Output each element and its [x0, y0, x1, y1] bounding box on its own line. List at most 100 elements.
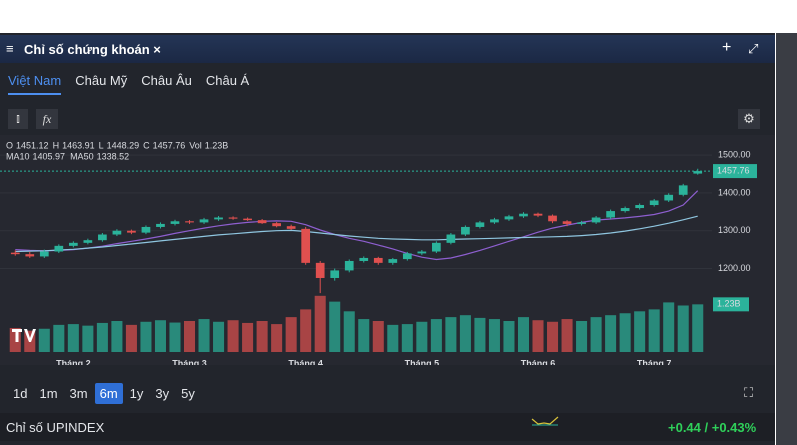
- candle-body: [664, 194, 674, 201]
- timeframe-button[interactable]: 3m: [69, 386, 88, 401]
- candle-body: [344, 260, 354, 271]
- timeframe-button[interactable]: 6m: [94, 383, 123, 404]
- last-volume-label: 1.23B: [717, 299, 741, 309]
- volume-bar: [692, 304, 704, 352]
- panel-title[interactable]: Chỉ số chứng khoán ×: [24, 42, 161, 57]
- index-change: +0.44 / +0.43%: [668, 420, 757, 435]
- info-value: 1451.12: [16, 140, 49, 150]
- region-tab[interactable]: Châu Á: [205, 73, 250, 88]
- candle-body: [98, 234, 107, 241]
- volume-bar: [445, 317, 457, 352]
- candle-body: [577, 222, 586, 224]
- candle-body: [185, 221, 194, 223]
- tradingview-logo-mark: [12, 329, 36, 342]
- volume-bar: [561, 319, 573, 352]
- volume-bar: [663, 302, 675, 352]
- ma-label: MA50: [70, 151, 94, 161]
- volume-bar: [503, 321, 515, 352]
- x-tick-label: Tháng 5: [405, 358, 440, 365]
- volume-bar: [111, 321, 123, 352]
- region-tab[interactable]: Châu Mỹ: [75, 73, 128, 88]
- volume-bar: [605, 315, 617, 352]
- candle-body: [519, 213, 528, 217]
- index-row[interactable]: Chỉ số UPINDEX +0.44 / +0.43%: [0, 413, 775, 441]
- candle-body: [214, 217, 223, 220]
- volume-bar: [9, 327, 21, 352]
- ma-line: [15, 190, 699, 261]
- region-tabs: Việt Nam Châu Mỹ Châu Âu Châu Á: [8, 73, 263, 95]
- timeframe-button[interactable]: 3y: [155, 386, 170, 401]
- candle-body: [606, 211, 615, 218]
- candle-body: [272, 223, 281, 227]
- timeframe-button[interactable]: 1m: [39, 386, 58, 401]
- candle-body: [548, 215, 557, 222]
- info-label: Vol: [189, 140, 202, 150]
- info-value: 1463.91: [62, 140, 95, 150]
- candle-body: [330, 270, 340, 278]
- ma-value: 1338.52: [97, 151, 130, 161]
- volume-bar: [532, 320, 544, 352]
- candle-body: [199, 219, 209, 223]
- volume-bar: [300, 309, 312, 352]
- candle-body: [432, 242, 441, 252]
- ma-value: 1405.97: [33, 151, 66, 161]
- volume-bar: [96, 322, 108, 352]
- candle-body: [301, 228, 311, 263]
- candle-body: [170, 221, 180, 224]
- volume-bar: [459, 315, 471, 352]
- last-volume-tag: [713, 297, 749, 312]
- menu-icon[interactable]: ≡: [6, 41, 14, 56]
- last-price-label: 1457.76: [717, 165, 750, 175]
- timeframe-button[interactable]: 5y: [181, 386, 195, 401]
- candle-body: [68, 242, 78, 246]
- region-tab[interactable]: Việt Nam: [8, 73, 62, 95]
- indicator-button[interactable]: fx: [36, 109, 58, 129]
- x-tick-label: Tháng 3: [172, 358, 207, 365]
- x-tick-label: Tháng 4: [288, 358, 323, 365]
- candle-body: [315, 262, 325, 278]
- candle-body: [388, 259, 398, 263]
- timeframe-button[interactable]: 1y: [129, 386, 144, 401]
- candle-body: [243, 218, 252, 221]
- chart-type-button[interactable]: ⫾: [8, 109, 28, 129]
- volume-bar: [372, 321, 384, 352]
- volume-bar: [590, 317, 602, 352]
- info-value: 1457.76: [153, 140, 186, 150]
- volume-bar: [576, 321, 588, 352]
- candle-body: [112, 230, 122, 235]
- volume-bar: [154, 320, 166, 352]
- volume-bar: [343, 311, 355, 352]
- volume-bar: [314, 295, 326, 352]
- volume-bar: [474, 317, 486, 352]
- candle-body: [446, 234, 456, 243]
- ma-line: [15, 215, 698, 253]
- timeframe-button[interactable]: 1d: [13, 386, 28, 401]
- candle-body: [533, 213, 543, 216]
- candle-body: [257, 220, 267, 224]
- expand-button[interactable]: ⤢: [748, 41, 759, 56]
- volume-bar: [329, 301, 341, 352]
- candle-body: [10, 252, 20, 255]
- candle-body: [693, 171, 703, 174]
- volume-bar: [256, 321, 268, 352]
- volume-bar: [547, 321, 559, 352]
- candle-body: [475, 222, 485, 227]
- volume-bar: [198, 319, 210, 352]
- candle-body: [417, 251, 427, 254]
- y-tick-label: 1400.00: [718, 187, 751, 197]
- volume-bar: [169, 322, 181, 352]
- volume-bar: [517, 317, 530, 352]
- x-tick-label: Tháng 6: [521, 358, 556, 365]
- candle-body: [373, 257, 383, 263]
- candle-body: [591, 217, 601, 223]
- candlestick-chart: 1500.00 1400.00 1300.00 1200.00 Tháng 2 Tháng…: [0, 135, 775, 365]
- candle-body: [490, 219, 499, 223]
- candle-body: [156, 223, 165, 227]
- fullscreen-button[interactable]: ⛶: [744, 385, 754, 400]
- timeframe-bar: 1d 1m 3m 6m 1y 3y 5y: [8, 383, 202, 404]
- candle-body: [461, 226, 470, 235]
- volume-bar: [53, 324, 65, 352]
- region-tab[interactable]: Châu Âu: [141, 73, 192, 88]
- settings-button[interactable]: ⚙: [738, 109, 760, 129]
- add-button[interactable]: +: [722, 39, 732, 56]
